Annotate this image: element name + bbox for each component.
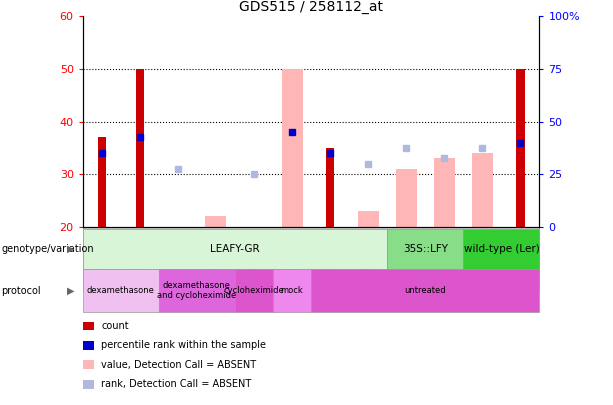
Bar bbox=[205, 216, 226, 227]
Text: wild-type (Ler): wild-type (Ler) bbox=[463, 244, 539, 254]
Text: dexamethasone: dexamethasone bbox=[87, 286, 154, 295]
Bar bbox=[281, 69, 303, 227]
Text: 35S::LFY: 35S::LFY bbox=[403, 244, 447, 254]
Text: untreated: untreated bbox=[405, 286, 446, 295]
Bar bbox=[434, 158, 455, 227]
Text: protocol: protocol bbox=[1, 286, 41, 296]
Bar bbox=[326, 148, 334, 227]
Text: mock: mock bbox=[281, 286, 303, 295]
Bar bbox=[516, 69, 525, 227]
Bar bbox=[135, 69, 144, 227]
Text: ▶: ▶ bbox=[67, 286, 75, 296]
Text: LEAFY-GR: LEAFY-GR bbox=[210, 244, 260, 254]
Bar bbox=[472, 153, 493, 227]
Text: value, Detection Call = ABSENT: value, Detection Call = ABSENT bbox=[101, 360, 256, 370]
Text: genotype/variation: genotype/variation bbox=[1, 244, 94, 254]
Title: GDS515 / 258112_at: GDS515 / 258112_at bbox=[239, 0, 383, 14]
Text: ▶: ▶ bbox=[67, 244, 75, 254]
Text: dexamethasone
and cycloheximide: dexamethasone and cycloheximide bbox=[158, 281, 237, 300]
Text: cycloheximide: cycloheximide bbox=[224, 286, 284, 295]
Text: rank, Detection Call = ABSENT: rank, Detection Call = ABSENT bbox=[101, 379, 251, 389]
Bar bbox=[358, 211, 379, 227]
Bar bbox=[396, 169, 417, 227]
Text: count: count bbox=[101, 321, 129, 331]
Bar bbox=[97, 137, 106, 227]
Text: percentile rank within the sample: percentile rank within the sample bbox=[101, 341, 266, 350]
